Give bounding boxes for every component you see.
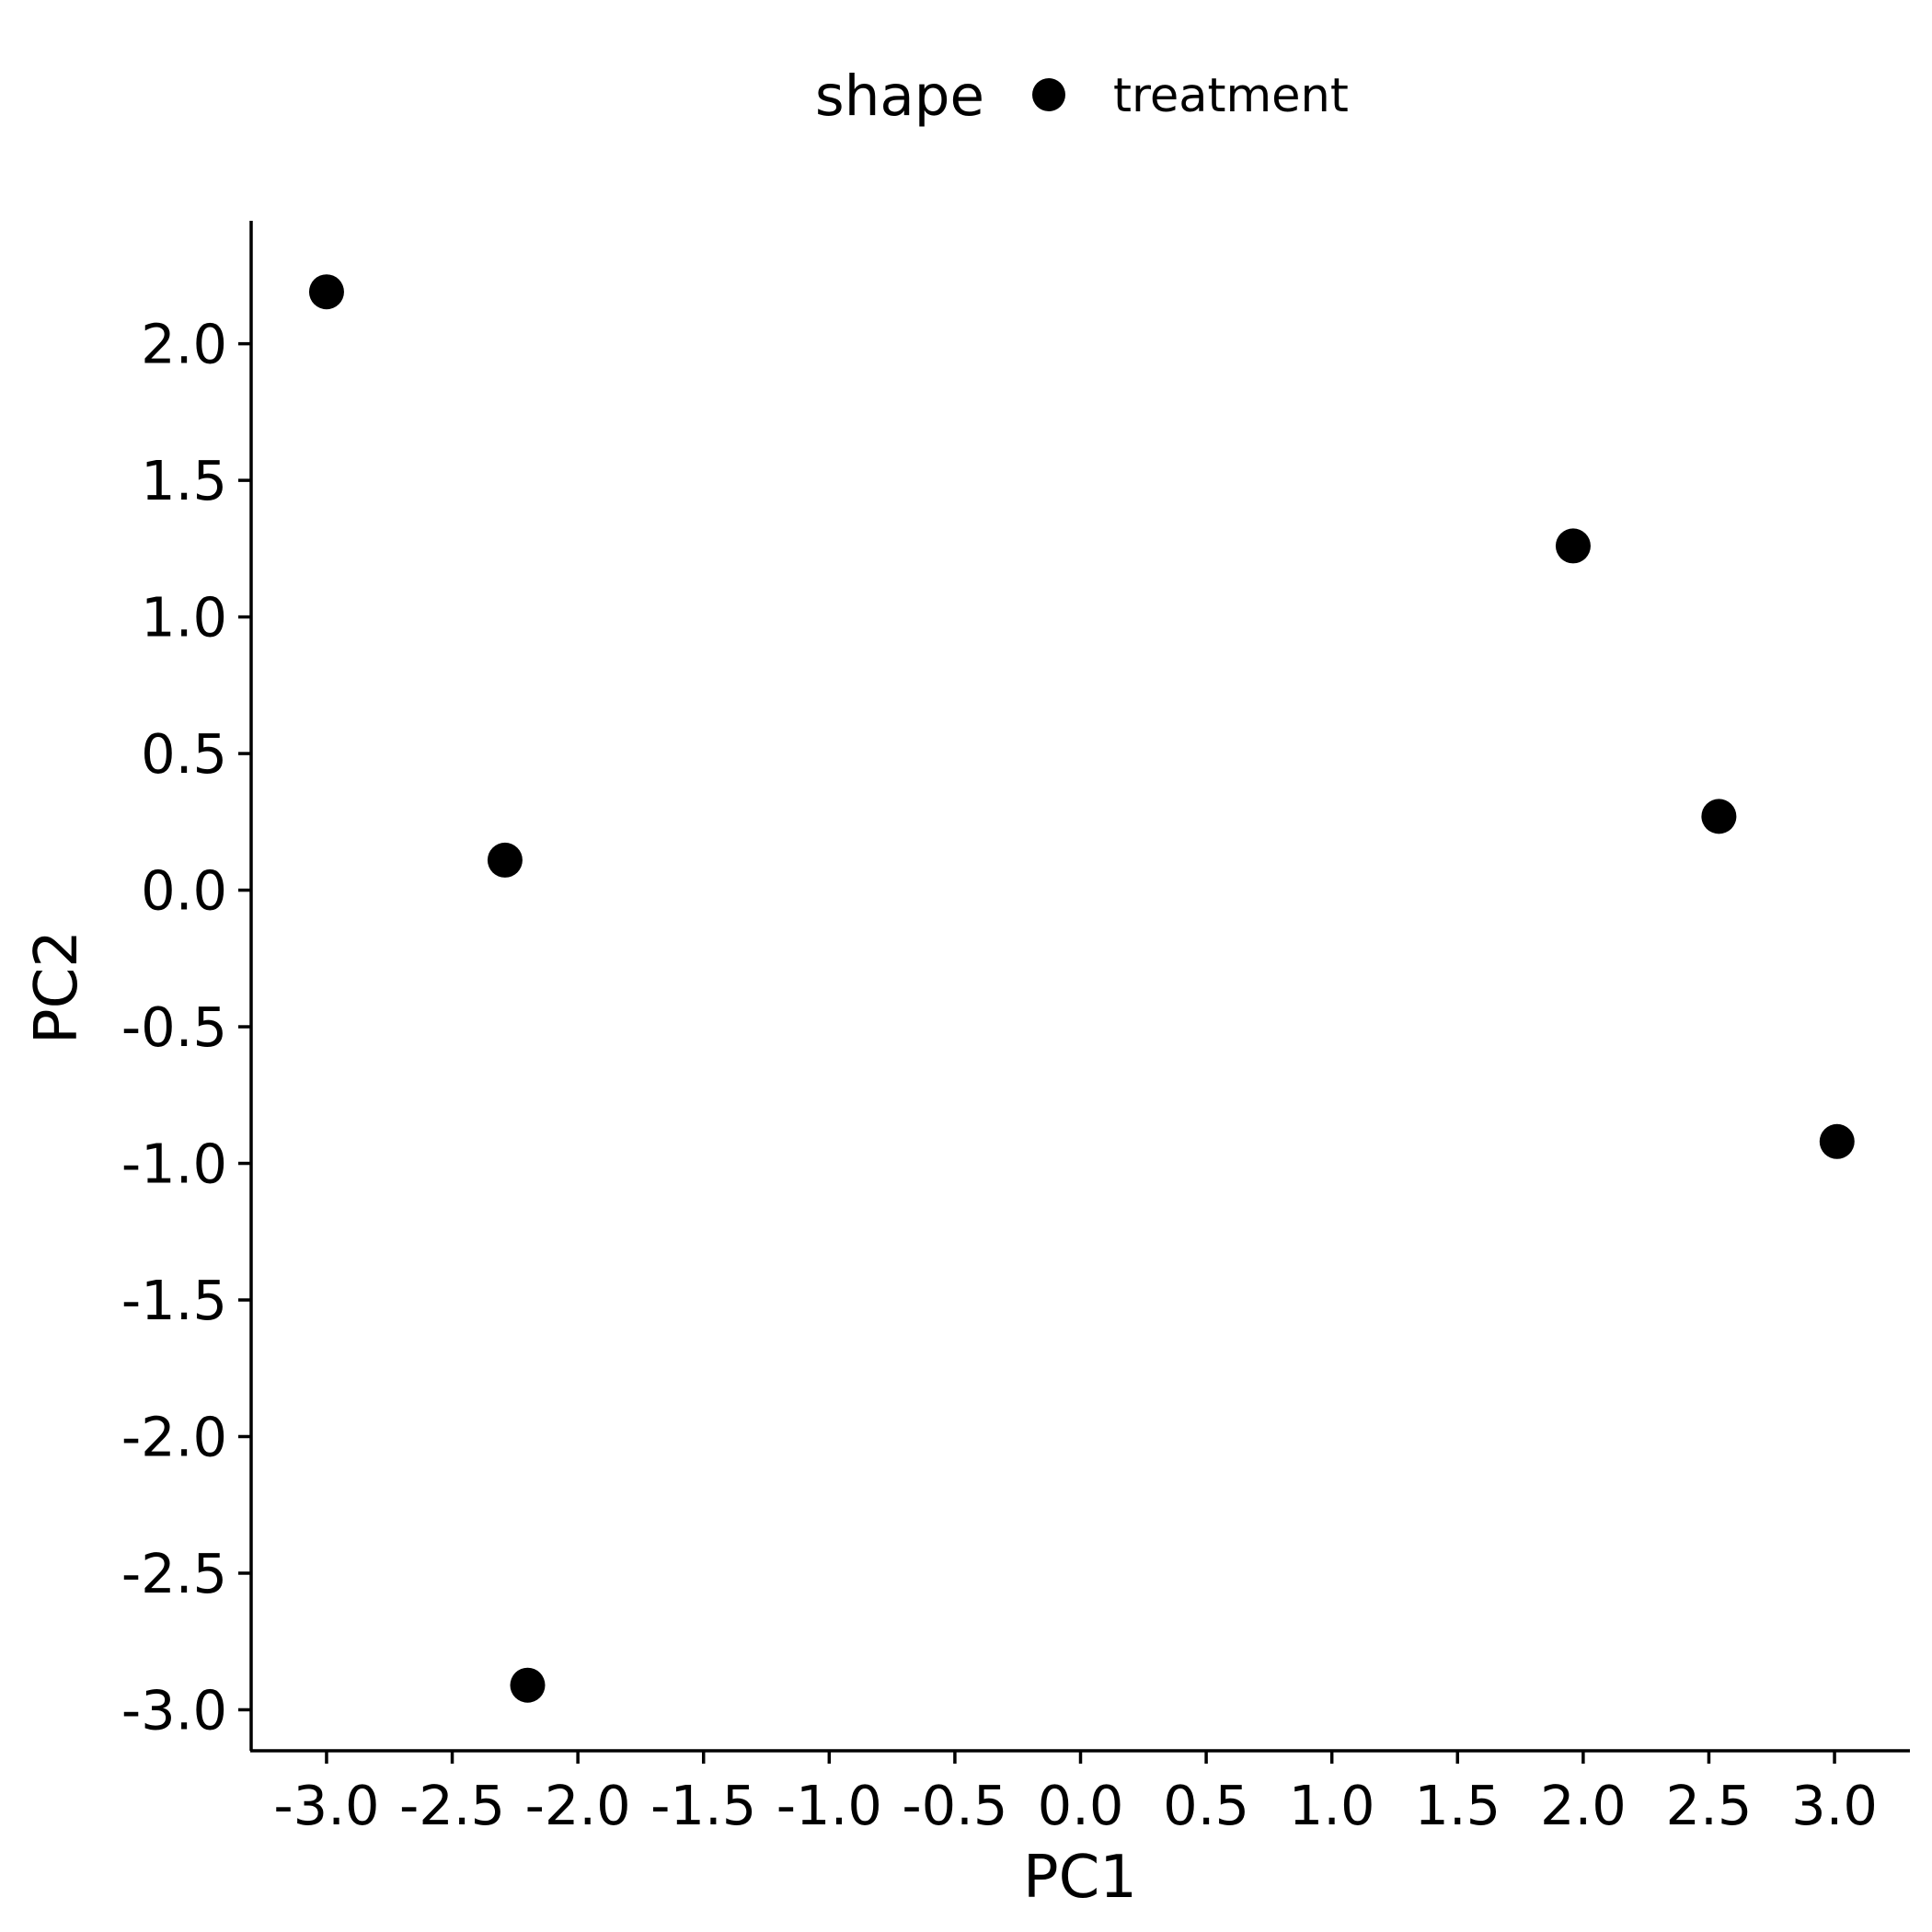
data-point-treatment	[1701, 799, 1737, 834]
x-tick-label: 1.0	[1289, 1774, 1375, 1837]
x-tick-label: 1.5	[1414, 1774, 1501, 1837]
y-tick-label: 2.0	[141, 313, 227, 376]
y-axis-title: PC2	[23, 930, 91, 1044]
x-tick-label: -1.0	[776, 1774, 882, 1837]
y-tick-label: -2.0	[121, 1405, 227, 1468]
legend: shape treatment	[815, 63, 1349, 129]
data-points	[308, 274, 1855, 1703]
x-tick-label: 3.0	[1791, 1774, 1878, 1837]
legend-title: shape	[815, 63, 984, 129]
x-axis-title: PC1	[1023, 1844, 1137, 1912]
x-tick-label: 2.0	[1540, 1774, 1627, 1837]
plot-area: -3.0-2.5-2.0-1.5-1.0-0.50.00.51.01.52.0 …	[121, 221, 1910, 1837]
y-tick-label: -1.5	[121, 1269, 227, 1332]
y-tick-label: -3.0	[121, 1678, 227, 1742]
y-axis-ticks: -3.0 -2.5 -2.0 -1.5 -1.0 -0.5 0.0 0.5 1.0 1.5 2.0	[121, 313, 251, 1742]
x-axis-ticks: -3.0 -2.5 -2.0 -1.5 -1.0 -0.5 0.0 0.5 1.0 1.5 2.0 2…	[273, 1751, 1878, 1837]
x-tick-label: -2.5	[399, 1774, 505, 1837]
x-tick-label: 0.0	[1038, 1774, 1124, 1837]
legend-label-treatment: treatment	[1113, 69, 1349, 123]
x-tick-label: -3.0	[273, 1774, 379, 1837]
data-point-treatment	[308, 274, 344, 310]
legend-marker-treatment	[1032, 78, 1065, 111]
y-tick-label: -1.0	[121, 1133, 227, 1196]
y-tick-label: -2.5	[121, 1542, 227, 1605]
y-tick-label: -0.5	[121, 995, 227, 1059]
x-tick-label: -2.0	[525, 1774, 631, 1837]
data-point-treatment	[1819, 1123, 1855, 1159]
x-tick-label: -1.5	[650, 1774, 756, 1837]
y-tick-label: 0.5	[141, 722, 227, 786]
x-tick-label: -0.5	[902, 1774, 1007, 1837]
x-tick-label: 0.5	[1163, 1774, 1249, 1837]
y-tick-label: 0.0	[141, 859, 227, 923]
y-tick-label: 1.0	[141, 586, 227, 650]
data-point-treatment	[510, 1667, 546, 1703]
data-point-treatment	[1555, 528, 1591, 564]
x-tick-label: 2.5	[1666, 1774, 1753, 1837]
data-point-treatment	[487, 842, 523, 878]
y-tick-label: 1.5	[141, 449, 227, 512]
